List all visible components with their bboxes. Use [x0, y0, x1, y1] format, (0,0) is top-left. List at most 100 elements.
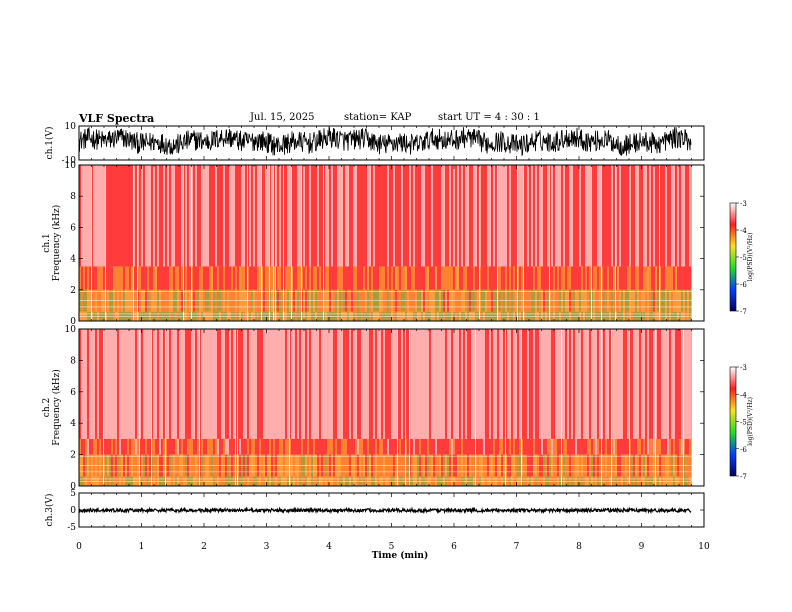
spectrogram-column [99, 165, 101, 267]
spectrogram-column [185, 165, 187, 267]
spectrogram-column [369, 165, 371, 267]
spectrogram-column [613, 329, 615, 439]
spectrogram-streak [133, 165, 134, 321]
spectrogram-column [495, 165, 497, 267]
spectrogram-column [313, 329, 315, 439]
spectrogram-column [263, 329, 265, 439]
spectrogram-column [685, 438, 687, 455]
spectrogram-column [569, 438, 571, 455]
spectrogram-column [687, 266, 689, 290]
spectrogram-column [147, 329, 149, 439]
spectrogram-column [445, 438, 447, 455]
spectrogram-column [607, 329, 609, 439]
spectrogram-column [679, 165, 681, 267]
spectrogram-column [327, 329, 329, 439]
spectrogram-column [533, 165, 535, 267]
spectrogram-column [147, 266, 149, 290]
spectrogram-column [435, 165, 437, 267]
spectrogram-column [175, 266, 177, 290]
spectrogram-column [585, 329, 587, 439]
spectrogram-column [235, 165, 237, 267]
x-tick-label: 0 [76, 542, 82, 552]
spectrogram-column [215, 165, 217, 267]
spectrogram-column [563, 438, 565, 455]
spectrogram-column [567, 266, 569, 290]
spectrogram-column [499, 266, 501, 290]
spectrogram-column [129, 329, 131, 439]
spectrogram-column [277, 165, 279, 267]
spectrogram-column [407, 438, 409, 455]
colorbar-label: log(PSD)(V²/Hz) [747, 233, 754, 282]
spectrogram-streak [165, 329, 166, 486]
spectrogram-column [325, 165, 327, 267]
spectrogram-column [171, 165, 173, 267]
spectrogram-column [515, 266, 517, 290]
spectrogram-streak [655, 329, 656, 486]
spectrogram-column [155, 438, 157, 455]
spectrogram-column [625, 438, 627, 455]
spectrogram-column [265, 329, 267, 439]
spectrogram-column [225, 438, 227, 455]
spectrogram-column [415, 165, 417, 267]
chart-title: VLF Spectra [79, 112, 155, 125]
spectrogram-column [613, 165, 615, 267]
spectrogram-column [185, 266, 187, 290]
spectrogram-column [657, 329, 659, 439]
spectrogram-column [297, 266, 299, 290]
spectrogram-column [231, 165, 233, 267]
spectrogram-column [599, 165, 601, 267]
spectrogram-column [451, 438, 453, 455]
time-axis: 0 1 2 3 4 5 6 7 8 9 10 Time (min) [76, 542, 710, 561]
spectrogram-column [145, 329, 147, 439]
spectrogram-column [101, 329, 103, 439]
spectrogram-column [357, 438, 359, 455]
spectrogram-column [277, 329, 279, 439]
spectrogram-column [281, 266, 283, 290]
spectrogram-column [249, 165, 251, 267]
spectrogram-column [93, 165, 95, 267]
spectrogram-column [331, 329, 333, 439]
spectrogram-column [105, 438, 107, 455]
spectrogram-streak [273, 165, 274, 321]
spectrogram-column [551, 266, 553, 290]
spectrogram-column [97, 438, 99, 455]
spectrogram-column [89, 165, 91, 267]
spectrogram-column [145, 165, 147, 267]
spectrogram-column [231, 266, 233, 290]
x-tick-label: 5 [389, 542, 395, 552]
spectrogram-column [435, 329, 437, 439]
spectrogram-column [505, 266, 507, 290]
spectrogram-column [193, 438, 195, 455]
spectrogram-column [665, 329, 667, 439]
spectrogram-column [311, 438, 313, 455]
spectrogram-column [567, 329, 569, 439]
spectrogram-column [621, 266, 623, 290]
spectrogram-column [369, 266, 371, 290]
spectrogram-column [627, 165, 629, 267]
spectrogram-column [629, 266, 631, 290]
spectrogram-column [351, 329, 353, 439]
spectrogram-column [111, 438, 113, 455]
spectrogram-column [677, 266, 679, 290]
spectrogram-column [405, 266, 407, 290]
spectrogram-column [567, 165, 569, 267]
spectrogram-column [413, 438, 415, 455]
spectrogram-streak [151, 329, 152, 486]
spectrogram-column [477, 165, 479, 267]
spectrogram-column [327, 438, 329, 455]
spectrogram-column [551, 329, 553, 439]
spectrogram-column [559, 266, 561, 290]
spectrogram-column [491, 165, 493, 267]
spectrogram-column [111, 266, 113, 290]
spectrogram-column [299, 165, 301, 267]
spectrogram-column [311, 329, 313, 439]
spectrogram-column [147, 438, 149, 455]
spectrogram-column [171, 438, 173, 455]
spectrogram-column [177, 438, 179, 455]
spectrogram-column [529, 329, 531, 439]
spectrogram-column [345, 266, 347, 290]
spectrogram-column [81, 266, 83, 290]
spectrogram-streak [521, 329, 522, 486]
spectrogram-column [407, 266, 409, 290]
spectrogram-column [359, 329, 361, 439]
